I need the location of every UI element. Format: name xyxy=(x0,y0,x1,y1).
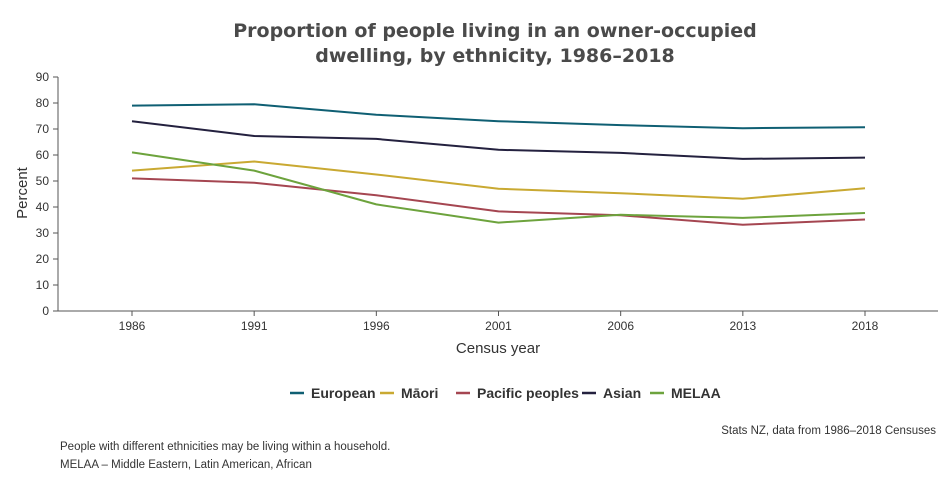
legend-item-european: European xyxy=(290,385,376,401)
series-line-asian xyxy=(131,120,866,160)
line-chart: Proportion of people living in an owner-… xyxy=(14,20,938,401)
series-line-maori xyxy=(131,160,866,200)
y-tick-label: 90 xyxy=(36,70,50,84)
series-line-melaa xyxy=(131,151,866,224)
legend-label: MELAA xyxy=(671,385,721,401)
x-tick-label: 1986 xyxy=(119,319,146,333)
legend: European Māori Pacific peoples Asian MELAA xyxy=(290,385,721,401)
footnote-melaa: MELAA – Middle Eastern, Latin American, … xyxy=(60,459,312,471)
legend-label: Asian xyxy=(603,385,641,401)
tick-labels: 0 10 20 30 40 50 60 70 80 90 1986 1991 1996 2001 2006 2… xyxy=(36,70,879,333)
y-tick-label: 60 xyxy=(36,148,50,162)
y-tick-label: 0 xyxy=(42,304,49,318)
x-axis-title: Census year xyxy=(456,340,540,357)
legend-label: Pacific peoples xyxy=(477,385,579,401)
legend-item-melaa: MELAA xyxy=(650,385,721,401)
series-lines xyxy=(131,103,866,226)
series-line-pacific-peoples xyxy=(131,177,866,226)
axes xyxy=(53,76,938,316)
x-tick-label: 2013 xyxy=(729,319,756,333)
y-tick-label: 70 xyxy=(36,122,50,136)
y-tick-label: 20 xyxy=(36,252,50,266)
chart-title-line1: Proportion of people living in an owner-… xyxy=(233,20,757,42)
chart-title-line2: dwelling, by ethnicity, 1986–2018 xyxy=(315,45,675,67)
legend-label: European xyxy=(311,385,376,401)
x-tick-label: 1996 xyxy=(363,319,390,333)
legend-item-pacific-peoples: Pacific peoples xyxy=(456,385,579,401)
y-tick-label: 50 xyxy=(36,174,50,188)
footnote-household: People with different ethnicities may be… xyxy=(60,441,391,453)
y-axis-title: Percent xyxy=(14,166,31,219)
legend-item-asian: Asian xyxy=(582,385,641,401)
x-tick-label: 2006 xyxy=(607,319,634,333)
legend-label: Māori xyxy=(401,385,438,401)
legend-item-maori: Māori xyxy=(380,385,438,401)
y-tick-label: 30 xyxy=(36,226,50,240)
y-tick-label: 10 xyxy=(36,278,50,292)
x-tick-label: 2001 xyxy=(485,319,512,333)
y-tick-label: 40 xyxy=(36,200,50,214)
series-line-european xyxy=(131,103,866,130)
x-tick-label: 2018 xyxy=(852,319,879,333)
source-note: Stats NZ, data from 1986–2018 Censuses xyxy=(721,425,936,437)
y-tick-label: 80 xyxy=(36,96,50,110)
x-tick-label: 1991 xyxy=(241,319,268,333)
